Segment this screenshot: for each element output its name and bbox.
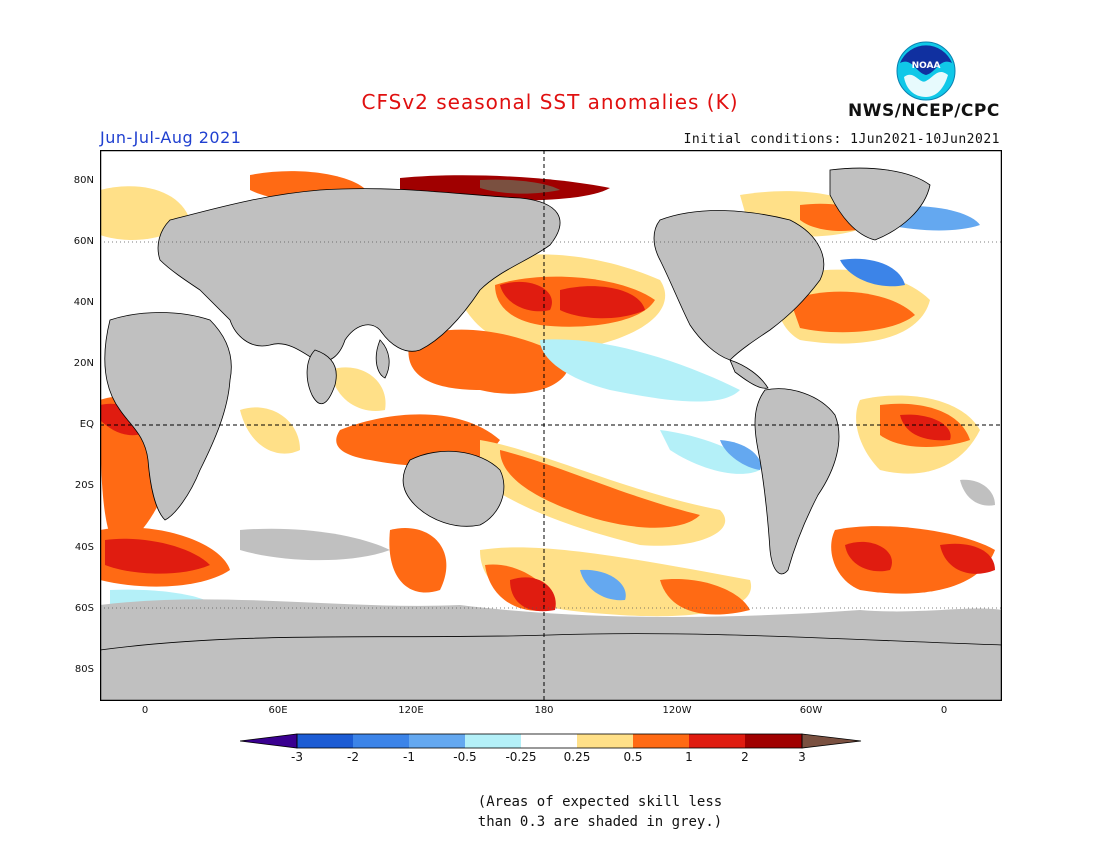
- lat-label-20n: 20N: [73, 358, 94, 369]
- skill-footnote: (Areas of expected skill less than 0.3 a…: [420, 792, 780, 832]
- lat-label-80s: 80S: [74, 664, 94, 675]
- colorbar-label: -1: [403, 750, 415, 764]
- land-masses: [100, 167, 1002, 701]
- lat-label-60s: 60S: [74, 603, 94, 614]
- australia-land: [402, 450, 505, 527]
- south-america-land: [754, 388, 840, 575]
- map-frame: [100, 150, 1002, 701]
- skill-footnote-line1: (Areas of expected skill less: [477, 794, 723, 810]
- colorbar-label: 0.5: [623, 750, 643, 764]
- colorbar-label: -3: [291, 750, 303, 764]
- africa-land: [104, 312, 232, 521]
- forecast-period: Jun-Jul-Aug 2021: [100, 128, 242, 147]
- colorbar-label: 1: [685, 750, 693, 764]
- eurasia-land: [157, 188, 561, 362]
- noaa-logo: NOAA: [896, 41, 956, 101]
- lat-label-40s: 40S: [74, 542, 94, 553]
- lon-label-0-east: 0: [940, 705, 948, 716]
- colorbar-bin: [465, 734, 521, 748]
- colorbar-label: -0.5: [453, 750, 477, 764]
- colorbar-bin: [745, 734, 802, 748]
- lon-label-120e: 120E: [398, 705, 424, 716]
- colorbar-bin: [633, 734, 689, 748]
- colorbar: [240, 733, 862, 749]
- lon-label-180: 180: [534, 705, 554, 716]
- initial-conditions: Initial conditions: 1Jun2021-10Jun2021: [683, 132, 1000, 147]
- colorbar-bin: [297, 734, 353, 748]
- north-america-land: [653, 210, 825, 361]
- greenland-land: [829, 167, 931, 241]
- colorbar-label: 0.25: [563, 750, 591, 764]
- lon-label-120w: 120W: [662, 705, 692, 716]
- skill-footnote-line2: than 0.3 are shaded in grey.): [477, 814, 723, 830]
- colorbar-bin: [353, 734, 409, 748]
- anomaly-shading: [100, 171, 995, 617]
- colorbar-arrow-low: [240, 734, 297, 748]
- colorbar-arrow-high: [802, 734, 861, 748]
- colorbar-bin: [689, 734, 745, 748]
- colorbar-label: 3: [798, 750, 806, 764]
- map-title: CFSv2 seasonal SST anomalies (K): [361, 90, 739, 114]
- central-america-land: [729, 359, 769, 389]
- colorbar-label: 2: [741, 750, 749, 764]
- colorbar-bin: [577, 734, 633, 748]
- colorbar-bin: [409, 734, 465, 748]
- lat-label-80n: 80N: [73, 175, 94, 186]
- colorbar-label: -2: [347, 750, 359, 764]
- lat-label-eq: EQ: [79, 419, 94, 430]
- sst-anomaly-map: [100, 150, 1002, 701]
- lon-label-60e: 60E: [268, 705, 288, 716]
- logo-text: NOAA: [912, 61, 941, 71]
- colorbar-bin: [521, 734, 577, 748]
- india-land: [306, 349, 337, 405]
- lon-label-0-west: 0: [141, 705, 149, 716]
- lon-label-60w: 60W: [799, 705, 823, 716]
- colorbar-label: -0.25: [505, 750, 537, 764]
- agency-label: NWS/NCEP/CPC: [848, 101, 1000, 121]
- lat-label-20s: 20S: [74, 480, 94, 491]
- lat-label-60n: 60N: [73, 236, 94, 247]
- lat-label-40n: 40N: [73, 297, 94, 308]
- colorbar-outline: [240, 733, 862, 749]
- indochina-land: [375, 339, 390, 379]
- antarctica-land: [100, 633, 1002, 701]
